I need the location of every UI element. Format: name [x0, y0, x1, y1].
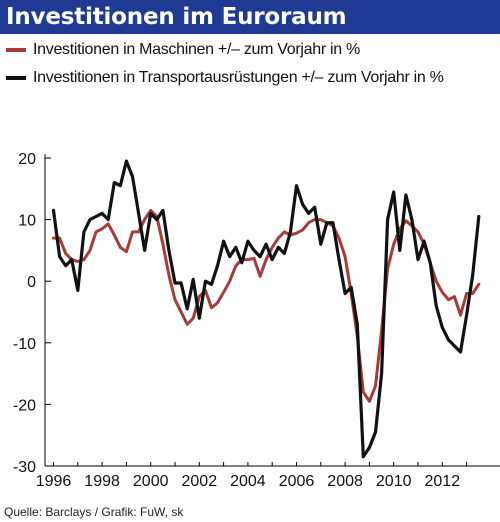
legend-swatch-transport	[6, 76, 26, 80]
x-tick-label-1996: 1996	[36, 473, 72, 490]
legend-swatch-maschinen	[6, 48, 26, 52]
y-tick-label--10: -10	[13, 336, 36, 353]
x-tick-label-2008: 2008	[327, 473, 363, 490]
x-tick-label-2010: 2010	[376, 473, 412, 490]
legend-label-transport: Investitionen in Transportausrüstungen +…	[33, 69, 444, 86]
y-tick-label--20: -20	[13, 397, 36, 414]
y-tick-label-10: 10	[18, 213, 36, 230]
x-tick-label-2002: 2002	[182, 473, 218, 490]
chart-title: Investitionen im Euroraum	[6, 4, 347, 30]
source-note: Quelle: Barclays / Grafik: FuW, sk	[4, 505, 184, 519]
title-bar: Investitionen im Euroraum	[0, 0, 500, 34]
series-line-transport	[51, 159, 481, 459]
x-tick-label-1998: 1998	[84, 473, 120, 490]
x-tick-label-2006: 2006	[279, 473, 315, 490]
x-tick-label-2012: 2012	[425, 473, 461, 490]
x-tick-label-2000: 2000	[133, 473, 169, 490]
y-tick-label-0: 0	[27, 274, 36, 291]
x-tick-label-2004: 2004	[230, 473, 266, 490]
legend-item-transport: Investitionen in Transportausrüstungen +…	[6, 66, 500, 90]
series-line-maschinen	[52, 208, 481, 403]
y-tick-label--30: -30	[13, 459, 36, 476]
legend-label-maschinen: Investitionen in Maschinen +/– zum Vorja…	[33, 41, 360, 58]
legend-item-maschinen: Investitionen in Maschinen +/– zum Vorja…	[6, 38, 500, 62]
y-tick-label-20: 20	[18, 151, 36, 168]
